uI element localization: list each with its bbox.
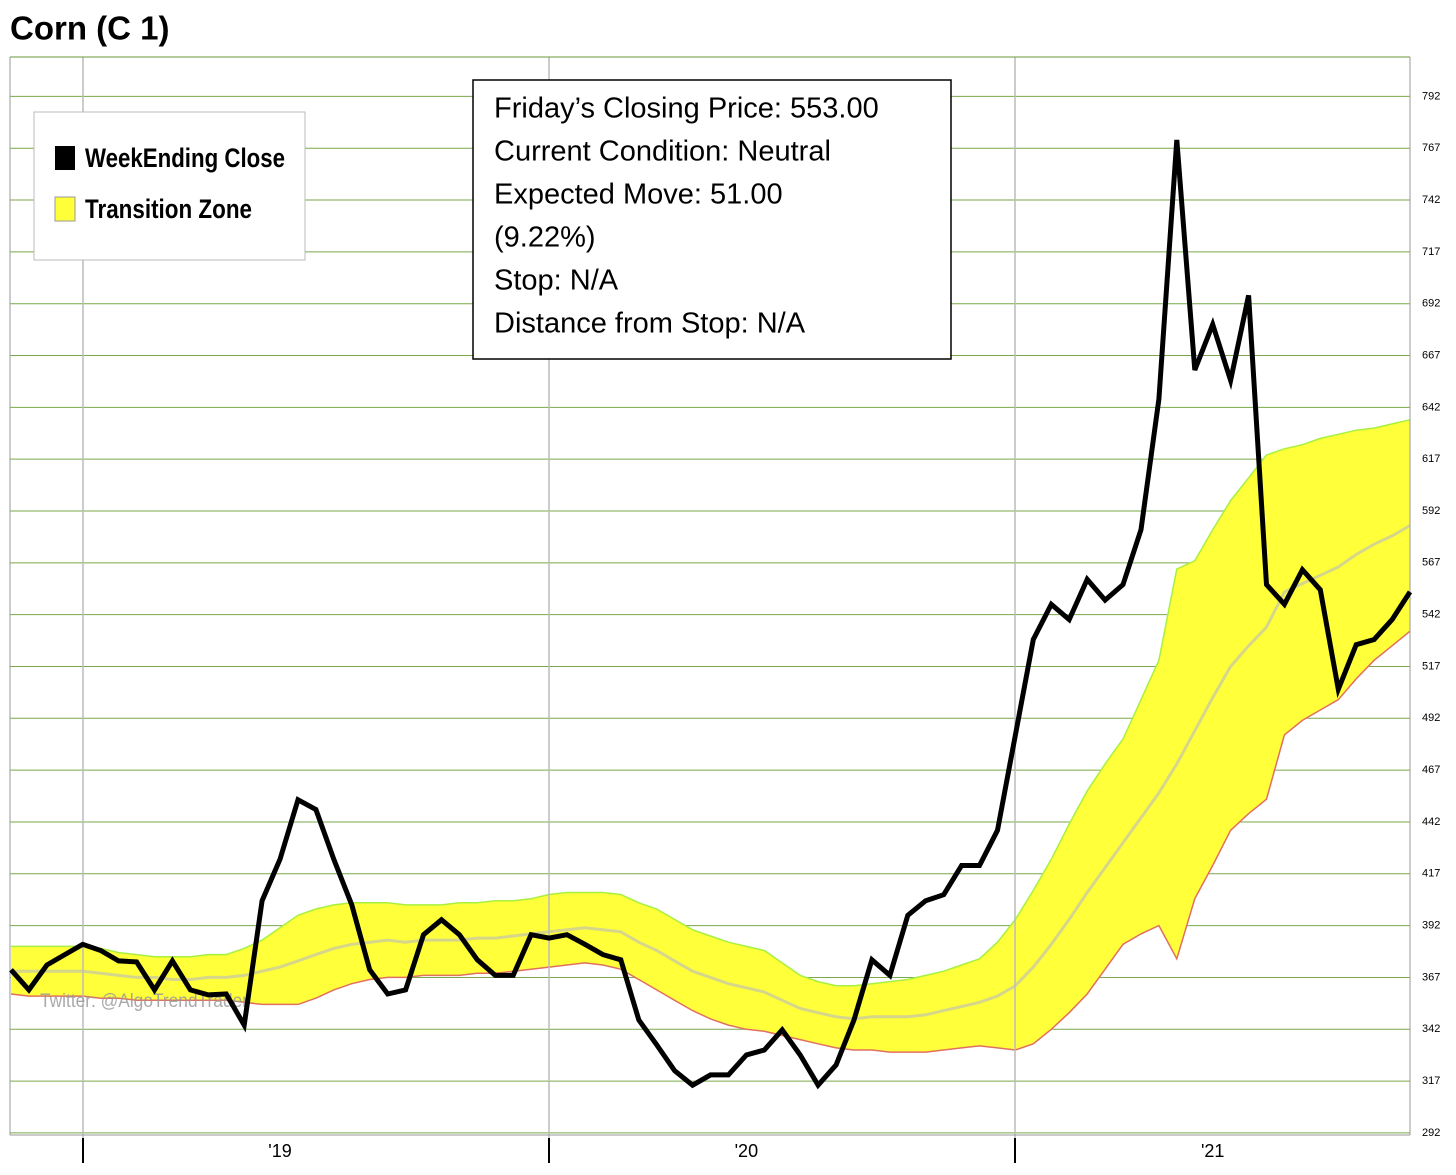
info-box	[472, 79, 952, 360]
zone-upper	[11, 419, 1411, 987]
legend-swatch	[54, 196, 76, 222]
y-tick-label: 467	[1422, 764, 1440, 776]
y-tick-label: 792	[1422, 90, 1440, 102]
y-tick-label: 342	[1422, 1023, 1440, 1035]
y-tick-label: 592	[1422, 505, 1440, 517]
legend-label: Transition Zone	[85, 194, 252, 224]
y-tick-label: 642	[1422, 401, 1440, 413]
info-line: Friday’s Closing Price: 553.00	[494, 93, 879, 125]
y-tick-label: 367	[1422, 971, 1440, 983]
y-tick-label: 567	[1422, 557, 1440, 569]
zone-mid	[11, 524, 1411, 1021]
watermark: Twitter: @AlgoTrendTrader	[40, 991, 249, 1012]
y-tick-label: 717	[1422, 246, 1440, 258]
y-tick-label: 692	[1422, 298, 1440, 310]
line-layer	[9, 139, 1413, 1090]
legend-label: WeekEnding Close	[85, 143, 285, 173]
y-tick-label: 492	[1422, 712, 1440, 724]
y-tick-label: 317	[1422, 1075, 1440, 1087]
y-tick-label: 617	[1422, 453, 1440, 465]
legend-swatch	[55, 146, 75, 170]
y-tick-label: 392	[1422, 920, 1440, 932]
close-line	[9, 139, 1413, 1090]
y-tick-label: 742	[1422, 194, 1440, 206]
info-line: (9.22%)	[494, 222, 596, 254]
info-line: Current Condition: Neutral	[494, 136, 831, 168]
zone-lower	[10, 630, 1411, 1053]
y-tick-label: 442	[1422, 816, 1440, 828]
y-tick-label: 542	[1422, 609, 1440, 621]
y-tick-label: 667	[1422, 349, 1440, 361]
y-tick-label: 767	[1422, 142, 1440, 154]
info-line: Stop: N/A	[494, 265, 619, 297]
x-tick-label: '20	[735, 1141, 758, 1161]
y-tick-label: 292	[1422, 1127, 1440, 1139]
info-line: Expected Move: 51.00	[494, 179, 783, 211]
y-tick-label: 417	[1422, 868, 1440, 880]
zone-layer	[10, 419, 1411, 1053]
info-lines: Friday’s Closing Price: 553.00 Current Co…	[494, 93, 879, 340]
info-line: Distance from Stop: N/A	[494, 308, 806, 340]
grid: 292 317 342 367 392 417 442 467 492 517 542 567 592 6…	[10, 90, 1440, 1161]
y-tick-label: 517	[1422, 660, 1440, 672]
chart-title: Corn (C 1)	[10, 10, 170, 47]
transition-zone	[11, 419, 1410, 1053]
x-tick-label: '21	[1201, 1141, 1224, 1161]
legend-box	[33, 111, 306, 261]
x-tick-label: '19	[268, 1141, 291, 1161]
